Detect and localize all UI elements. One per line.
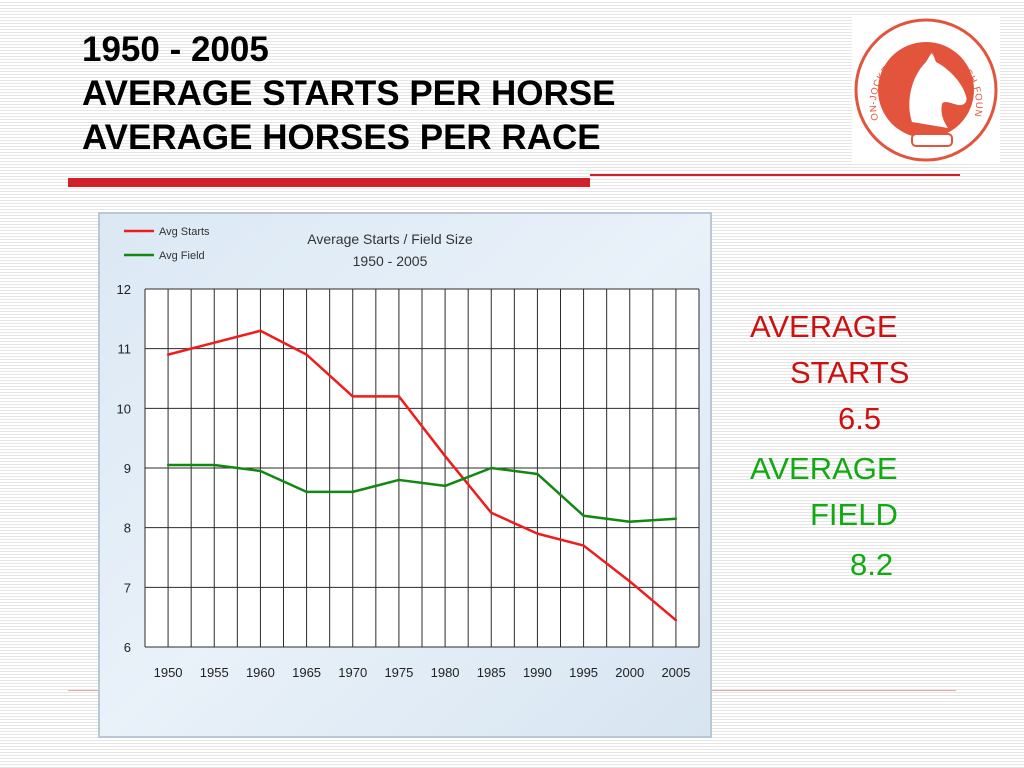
line-chart: 6 7 8 9 10 11 12 1950 1955 1960 1965 1970 1975 1980 19… (98, 212, 712, 738)
x-tick-label-1955: 1955 (200, 665, 229, 680)
y-tick-label-8: 8 (124, 521, 131, 536)
horse-head-icon (909, 52, 967, 128)
data-point-avg-starts-2000 (628, 580, 631, 583)
data-point-avg-field-2000 (628, 520, 631, 523)
x-tick-label-1980: 1980 (431, 665, 460, 680)
summary-stats: AVERAGE STARTS 6.5 AVERAGE FIELD 8.2 (740, 304, 1000, 588)
data-point-avg-starts-1970 (351, 395, 354, 398)
y-tick-label-6: 6 (124, 640, 131, 655)
slide-title: 1950 - 2005 AVERAGE STARTS PER HORSE AVE… (82, 28, 616, 160)
data-point-avg-starts-1960 (259, 329, 262, 332)
data-point-avg-starts-1985 (490, 511, 493, 514)
data-point-avg-field-1960 (259, 469, 262, 473)
series-line-avg-field (168, 463, 676, 523)
y-tick-label-9: 9 (124, 461, 131, 476)
data-point-avg-starts-1950 (166, 353, 170, 356)
data-point-avg-field-1975 (397, 478, 401, 482)
data-point-avg-field-1955 (213, 463, 216, 467)
x-tick-label-1965: 1965 (292, 665, 321, 680)
field-value: 8.2 (850, 547, 894, 582)
field-label-line-1: AVERAGE (750, 451, 898, 486)
chart-title: Average Starts / Field Size (307, 231, 473, 247)
starts-value: 6.5 (838, 401, 882, 436)
y-tick-label-10: 10 (117, 401, 131, 416)
data-point-avg-starts-2005 (674, 618, 678, 622)
y-tick-label-11: 11 (118, 342, 132, 357)
data-point-avg-field-1950 (166, 463, 170, 467)
data-point-avg-starts-1990 (536, 532, 539, 535)
starts-label-line-1: AVERAGE (750, 309, 898, 344)
title-underline-bar (68, 178, 590, 187)
x-tick-label-1960: 1960 (246, 665, 275, 680)
title-line-starts: AVERAGE STARTS PER HORSE (82, 74, 616, 113)
title-line-horses: AVERAGE HORSES PER RACE (82, 118, 601, 157)
data-point-avg-field-1985 (490, 466, 493, 470)
x-tick-label-2000: 2000 (615, 665, 644, 680)
data-point-avg-field-1965 (305, 490, 308, 494)
x-tick-label-1975: 1975 (384, 665, 413, 680)
data-point-avg-field-1970 (351, 490, 354, 494)
collar-icon (911, 133, 953, 147)
x-tick-label-1970: 1970 (338, 665, 367, 680)
chart-subtitle: 1950 - 2005 (353, 253, 428, 269)
series-line-avg-starts (167, 329, 677, 622)
x-tick-label-1995: 1995 (569, 665, 598, 680)
data-point-avg-starts-1980 (443, 454, 447, 458)
foundation-logo: GRAYSON-JOCKEY CLUB RESEARCH FOUNDATION (852, 16, 1000, 164)
title-line-years: 1950 - 2005 (82, 30, 269, 69)
data-point-avg-field-1995 (582, 514, 585, 517)
title-rule (590, 174, 960, 176)
data-point-avg-starts-1965 (305, 353, 308, 356)
data-point-avg-field-2005 (674, 517, 678, 520)
chart-legend: Avg Starts Avg Field (124, 226, 210, 262)
data-point-avg-field-1980 (443, 484, 447, 488)
legend-label-avg-starts: Avg Starts (159, 226, 210, 238)
chart-panel: 6 7 8 9 10 11 12 1950 1955 1960 1965 1970 1975 1980 19… (98, 212, 712, 738)
data-point-avg-starts-1975 (397, 395, 401, 398)
y-tick-label-7: 7 (124, 580, 131, 595)
foundation-logo-graphic: GRAYSON-JOCKEY CLUB RESEARCH FOUNDATION (852, 16, 998, 162)
data-point-avg-starts-1995 (582, 544, 585, 547)
data-point-avg-starts-1955 (213, 341, 216, 344)
x-tick-label-1950: 1950 (154, 665, 183, 680)
data-point-avg-field-1990 (536, 472, 539, 476)
legend-label-avg-field: Avg Field (159, 250, 205, 262)
field-label-line-2: FIELD (810, 497, 898, 532)
x-tick-label-1990: 1990 (523, 665, 552, 680)
y-tick-label-12: 12 (117, 282, 131, 297)
starts-label-line-2: STARTS (790, 355, 910, 390)
x-tick-label-1985: 1985 (477, 665, 506, 680)
x-tick-label-2005: 2005 (661, 665, 690, 680)
